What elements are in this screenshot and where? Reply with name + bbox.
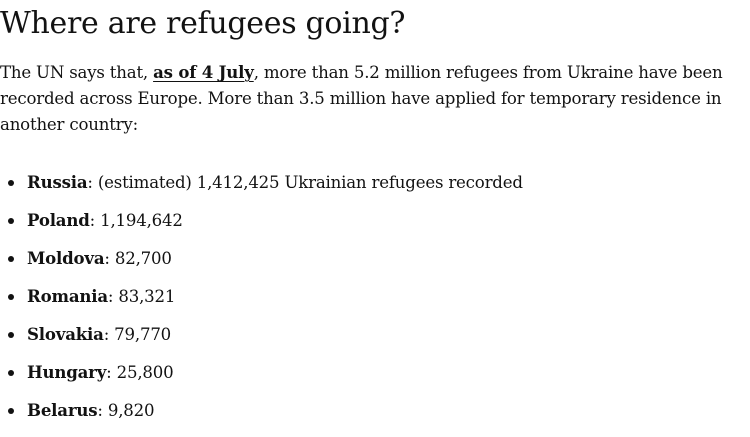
bullet-icon: [8, 408, 14, 414]
bullet-icon: [8, 294, 14, 300]
bullet-icon: [8, 256, 14, 262]
bullet-icon: [8, 180, 14, 186]
refugee-count: 9,820: [107, 401, 155, 420]
country-name: Moldova: [27, 248, 105, 268]
list-item-romania: Romania: 83,321: [0, 279, 523, 317]
as-of-date-link[interactable]: as of 4 July: [153, 62, 254, 82]
list-item-belarus: Belarus: 9,820: [0, 393, 523, 431]
bullet-icon: [8, 370, 14, 376]
refugee-count: 82,700: [114, 249, 172, 268]
country-name: Slovakia: [27, 324, 104, 344]
intro-paragraph: The UN says that, as of 4 July, more tha…: [0, 59, 738, 138]
list-item-hungary: Hungary: 25,800: [0, 355, 523, 393]
list-item-poland: Poland: 1,194,642: [0, 203, 523, 241]
country-name: Poland: [27, 210, 90, 230]
refugee-country-list: Russia: (estimated) 1,412,425 Ukrainian …: [0, 165, 523, 431]
refugee-count: 1,194,642: [100, 211, 183, 230]
bullet-icon: [8, 218, 14, 224]
list-item-russia: Russia: (estimated) 1,412,425 Ukrainian …: [0, 165, 523, 203]
refugee-count: 83,321: [118, 287, 176, 306]
refugee-count: 79,770: [114, 325, 172, 344]
section-heading: Where are refugees going?: [0, 6, 406, 41]
list-item-slovakia: Slovakia: 79,770: [0, 317, 523, 355]
country-name: Hungary: [27, 362, 107, 382]
bullet-icon: [8, 332, 14, 338]
refugee-count: (estimated) 1,412,425 Ukrainian refugees…: [97, 173, 523, 192]
list-item-moldova: Moldova: 82,700: [0, 241, 523, 279]
refugee-count: 25,800: [116, 363, 174, 382]
country-name: Romania: [27, 286, 108, 306]
intro-text-end: , more than 5.2 million refugees from Uk…: [0, 63, 723, 134]
intro-text-start: The UN says that,: [0, 63, 154, 82]
country-name: Russia: [27, 172, 88, 192]
country-name: Belarus: [27, 400, 98, 420]
